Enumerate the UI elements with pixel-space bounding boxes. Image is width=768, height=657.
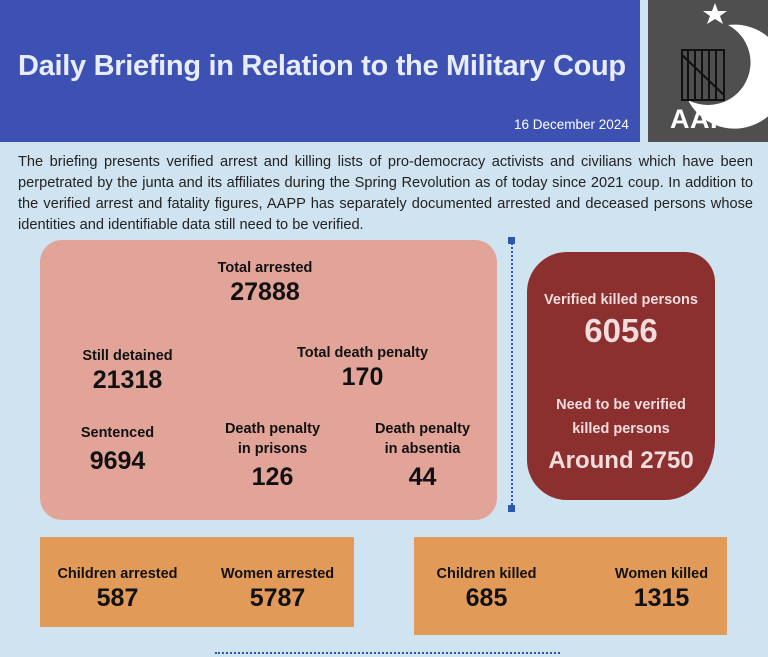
women-killed-stat: Women killed 1315 — [594, 564, 729, 612]
stat-label: Death penalty — [374, 421, 471, 437]
stat-value: 5787 — [249, 584, 306, 612]
header-banner — [0, 0, 640, 142]
total-death-penalty-stat: Total death penalty 170 — [270, 343, 455, 391]
logo-text: AAPP — [670, 104, 748, 134]
still-detained-stat: Still detained 21318 — [60, 346, 195, 394]
stat-value: 126 — [251, 463, 294, 491]
stat-label: in absentia — [384, 441, 461, 457]
arrest-breakdown-panel: Children arrested 587 Women arrested 5787 — [40, 537, 354, 627]
stat-label: Need to be verified — [556, 397, 686, 413]
stat-label: Sentenced — [80, 425, 155, 441]
logo-emblem-icon — [681, 3, 768, 129]
unverified-killed-stat: Need to be verified killed persons Around … — [527, 393, 715, 475]
stat-value: 587 — [96, 584, 139, 612]
stat-label: Children arrested — [57, 566, 178, 582]
arrests-panel — [40, 240, 497, 520]
stat-label: Verified killed persons — [544, 292, 698, 308]
stat-value: 9694 — [89, 447, 146, 475]
children-arrested-stat: Children arrested 587 — [45, 564, 190, 612]
divider-line — [511, 240, 513, 508]
stat-value: 44 — [408, 463, 437, 491]
stat-label: Total arrested — [217, 260, 313, 276]
page-title: Daily Briefing in Relation to the Milita… — [18, 50, 626, 82]
killed-breakdown-panel: Children killed 685 Women killed 1315 — [414, 537, 727, 635]
stat-label: Women killed — [614, 566, 709, 582]
stat-value: 1315 — [633, 584, 690, 612]
stat-label: in prisons — [237, 441, 308, 457]
stat-label: Still detained — [82, 348, 173, 364]
killed-panel: Verified killed persons 6056 Need to be v… — [527, 252, 715, 500]
stat-value: 6056 — [584, 312, 658, 349]
death-penalty-absentia-stat: Death penalty in absentia 44 — [355, 419, 490, 491]
children-killed-stat: Children killed 685 — [419, 564, 554, 612]
divider-end — [508, 237, 515, 244]
death-penalty-prisons-stat: Death penalty in prisons 126 — [205, 419, 340, 491]
stat-label: Total death penalty — [296, 345, 429, 361]
stat-label: Women arrested — [220, 566, 335, 582]
stat-value: Around 2750 — [548, 447, 694, 474]
total-arrested-stat: Total arrested 27888 — [180, 258, 350, 306]
briefing-date: 16 December 2024 — [514, 117, 629, 132]
stat-label: killed persons — [572, 421, 670, 437]
bottom-divider-line — [215, 652, 560, 654]
stat-value: 21318 — [92, 366, 163, 394]
stat-value: 170 — [341, 363, 384, 391]
sentenced-stat: Sentenced 9694 — [60, 423, 175, 475]
verified-killed-stat: Verified killed persons 6056 — [527, 292, 715, 350]
stat-label: Children killed — [436, 566, 537, 582]
aapp-logo: AAPP — [648, 0, 768, 142]
intro-paragraph: The briefing presents verified arrest an… — [18, 154, 753, 233]
stat-label: Death penalty — [224, 421, 321, 437]
divider-end — [508, 505, 515, 512]
women-arrested-stat: Women arrested 5787 — [205, 564, 350, 612]
stat-value: 685 — [465, 584, 508, 612]
stat-value: 27888 — [230, 278, 300, 306]
